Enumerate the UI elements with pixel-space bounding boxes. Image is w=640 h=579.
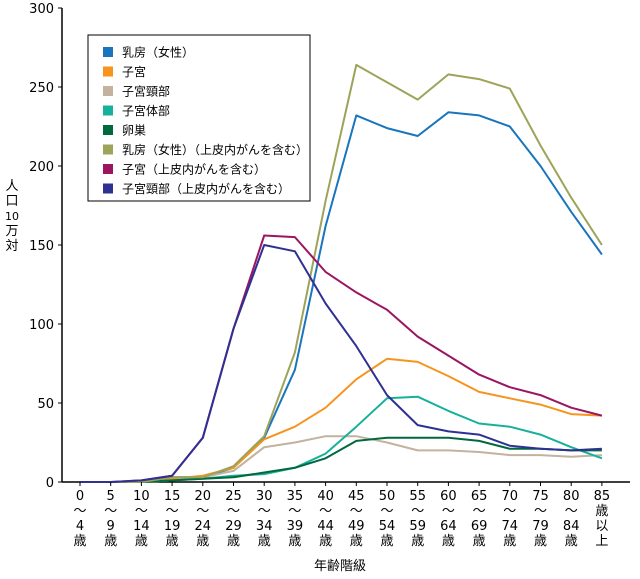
x-tick-label: 75 ～ 79 歳 (532, 489, 549, 549)
x-tick-label: 35 ～ 39 歳 (287, 489, 304, 549)
x-axis-title: 年齢階級 (314, 559, 366, 574)
y-tick-label: 300 (29, 2, 54, 17)
series-line-8 (80, 244, 602, 483)
series-line-6 (80, 63, 603, 483)
plot-area (61, 8, 630, 483)
legend-swatch (103, 144, 113, 155)
y-tick-label: 100 (29, 318, 54, 333)
x-tick-label: 5 ～ 9 歳 (104, 489, 117, 549)
series-line-5 (80, 436, 602, 483)
x-tick-label: 30 ～ 34 歳 (256, 489, 273, 549)
series-line-7 (80, 234, 603, 483)
legend-swatch (103, 125, 113, 135)
x-tick-label: 60 ～ 64 歳 (440, 489, 457, 549)
y-axis-title: 人口 10 万対 (5, 179, 19, 254)
y-tick-label: 50 (37, 397, 54, 412)
legend-swatch (103, 183, 113, 194)
y-tick-label: 200 (29, 160, 54, 175)
legend-swatch (103, 164, 113, 174)
legend-label: 子宮体部 (122, 103, 170, 118)
y-tick-label: 150 (29, 239, 54, 254)
series-line-4 (80, 395, 603, 483)
x-tick-label: 10 ～ 14 歳 (133, 489, 150, 549)
legend-label: 子宮頸部 (122, 84, 170, 99)
x-axis: 0 ～ 4 歳 5 ～ 9 歳 10 ～ 14 歳 15 ～ 19 歳 20 ～ 24 歳 25 ～ 29 歳 30 ～ 34 歳 35… (73, 482, 610, 549)
legend-label: 子宮（上皮内がんを含む） (122, 162, 266, 177)
x-tick-label: 0 ～ 4 歳 (73, 489, 86, 549)
x-tick-label: 70 ～ 74 歳 (502, 489, 519, 549)
x-tick-label: 15 ～ 19 歳 (164, 489, 181, 549)
legend-swatch (103, 105, 113, 116)
x-tick-label: 65 ～ 69 歳 (471, 489, 488, 549)
x-tick-label: 50 ～ 54 歳 (379, 489, 396, 549)
series-line-3 (80, 435, 602, 483)
legend-label: 乳房（女性） (122, 45, 194, 60)
y-axis: 0 50 100 150 200 250 300 (29, 2, 62, 491)
x-tick-label: 20 ～ 24 歳 (195, 489, 212, 549)
legend-swatch (103, 86, 113, 96)
legend-box (87, 34, 311, 202)
axis-titles: 年齢階級 人口 10 万対 (5, 179, 366, 574)
x-tick-label: 25 ～ 29 歳 (225, 489, 242, 549)
x-tick-label: 85 歳以上 (594, 489, 611, 549)
legend-label: 卵巣 (122, 124, 146, 138)
x-tick-label: 55 ～ 59 歳 (409, 489, 426, 549)
legend-label: 乳房（女性）（上皮内がんを含む） (122, 142, 308, 157)
legend-swatch (103, 47, 113, 57)
legend-label: 子宮頸部（上皮内がんを含む） (122, 181, 290, 196)
legend-label: 子宮 (122, 64, 146, 79)
y-tick-label: 0 (46, 476, 54, 491)
y-tick-label: 250 (29, 81, 54, 96)
x-tick-label: 45 ～ 49 歳 (348, 489, 365, 549)
legend-swatch (103, 66, 113, 77)
series-line-2 (80, 357, 602, 483)
x-tick-label: 80 ～ 84 歳 (563, 489, 580, 549)
x-tick-label: 40 ～ 44 歳 (317, 489, 334, 549)
